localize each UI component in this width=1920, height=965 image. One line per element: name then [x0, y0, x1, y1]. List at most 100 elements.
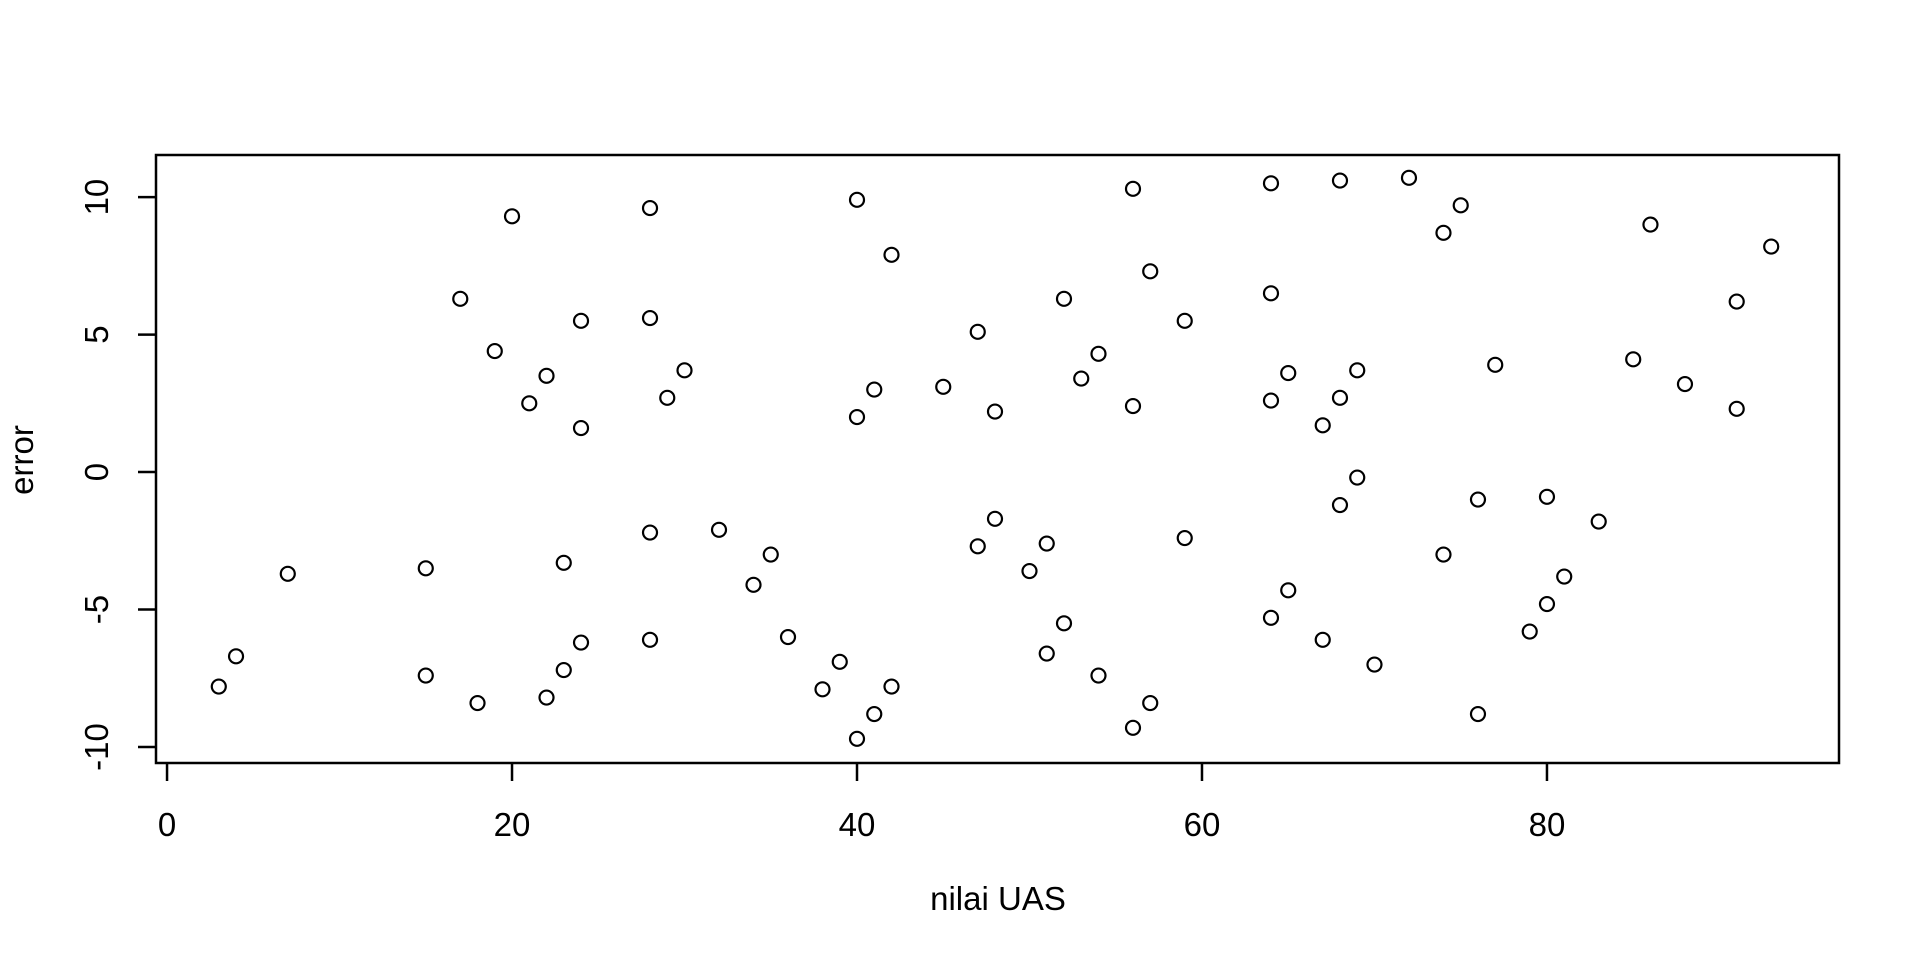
data-point [210, 678, 227, 695]
data-point [1038, 535, 1055, 552]
data-point [1521, 623, 1538, 640]
data-point [676, 362, 693, 379]
data-point [1538, 488, 1556, 505]
data-point [486, 342, 503, 360]
y-tick-label: 10 [78, 179, 115, 216]
data-point [1073, 370, 1090, 387]
data-point [1400, 169, 1418, 186]
data-point [1435, 546, 1452, 563]
data-point [986, 510, 1004, 527]
data-point [1142, 263, 1159, 280]
x-tick-label: 0 [158, 806, 176, 843]
data-point [1331, 172, 1349, 189]
data-point [1142, 694, 1159, 712]
data-point [417, 667, 434, 684]
data-point [1038, 645, 1055, 662]
data-point [1124, 719, 1142, 736]
y-tick-label: -5 [78, 595, 115, 624]
data-point [1728, 293, 1745, 310]
data-point [762, 546, 779, 563]
data-point [866, 381, 883, 398]
data-point [1538, 595, 1556, 613]
data-point [641, 524, 659, 541]
data-point [279, 565, 296, 582]
plot-area: 0 20 40 60 80 -10 -5 0 5 10 [78, 153, 1841, 843]
data-point [555, 554, 572, 571]
data-point [641, 309, 659, 327]
data-point [779, 628, 797, 646]
data-point [1728, 400, 1745, 417]
y-tick-label: -10 [78, 723, 115, 771]
data-point [572, 634, 590, 651]
data-point [1280, 364, 1297, 382]
data-point [1469, 705, 1487, 723]
data-point [1176, 529, 1193, 547]
data-point [1055, 290, 1073, 307]
data-point [1124, 180, 1142, 197]
data-point [1280, 582, 1297, 599]
data-point [538, 689, 555, 706]
x-tick-label: 80 [1529, 806, 1566, 843]
data-point [1021, 562, 1038, 580]
data-point [1452, 197, 1469, 214]
data-point [935, 378, 952, 395]
x-tick-label: 40 [839, 806, 876, 843]
y-tick-label: 5 [78, 325, 115, 343]
data-point [848, 408, 866, 426]
data-point [831, 653, 848, 670]
data-point [227, 648, 245, 665]
data-point [641, 631, 659, 648]
data-point [555, 661, 572, 679]
data-point [503, 208, 521, 225]
data-point [848, 730, 866, 747]
data-point [866, 705, 883, 723]
data-point [1090, 345, 1107, 362]
data-point [1331, 389, 1349, 406]
data-point [1469, 491, 1487, 508]
data-point [1262, 609, 1280, 626]
data-point [1487, 356, 1504, 373]
data-point [1314, 631, 1331, 648]
data-point [1435, 224, 1452, 241]
data-point [1090, 667, 1107, 684]
data-point [1055, 615, 1073, 632]
y-tick-label: 0 [78, 463, 115, 481]
data-point [814, 681, 831, 698]
data-point [1556, 568, 1573, 585]
data-point [745, 576, 762, 593]
data-point [1262, 175, 1280, 192]
data-point [1625, 351, 1642, 368]
data-point [1262, 392, 1280, 409]
data-point [469, 694, 486, 712]
data-point [1642, 216, 1659, 233]
data-point [659, 389, 676, 406]
data-point [1124, 397, 1142, 415]
x-axis-title: nilai UAS [930, 880, 1066, 917]
data-point [1349, 469, 1366, 486]
data-point [848, 191, 866, 208]
data-point [1590, 513, 1607, 530]
data-point [1262, 285, 1280, 302]
data-point [969, 538, 986, 555]
data-point [1331, 496, 1349, 514]
data-point [1366, 656, 1383, 673]
data-point [1349, 362, 1366, 379]
data-point [1676, 375, 1694, 393]
data-point [1763, 238, 1780, 255]
data-point [883, 678, 900, 695]
data-point [1314, 417, 1331, 434]
data-point [986, 403, 1004, 420]
data-point [883, 246, 900, 263]
data-point [452, 290, 469, 307]
data-point [641, 199, 659, 217]
data-point [1176, 312, 1193, 329]
x-tick-label: 60 [1184, 806, 1221, 843]
data-point [538, 367, 555, 384]
x-tick-label: 20 [494, 806, 531, 843]
data-point [572, 312, 590, 329]
y-axis-title: error [3, 425, 40, 495]
data-point [969, 323, 986, 340]
data-point [521, 395, 538, 412]
